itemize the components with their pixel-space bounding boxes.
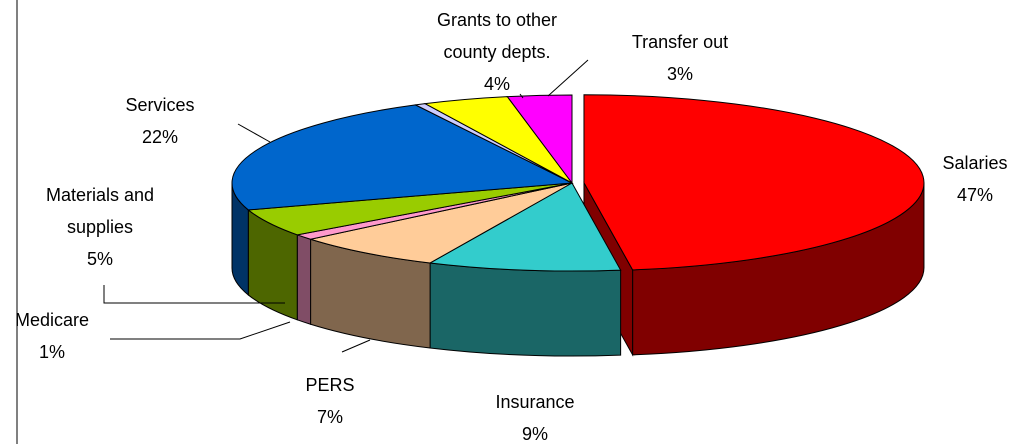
slice-label: Grants to other county depts. 4%: [415, 4, 580, 100]
slice-label: PERS 7%: [280, 369, 380, 433]
slice-percent: 22%: [141, 127, 179, 147]
slice-percent: 3%: [666, 64, 693, 84]
slice-label: Salaries 47%: [920, 147, 1030, 211]
slice-percent: 47%: [956, 185, 994, 205]
slice-percent: 9%: [521, 424, 548, 444]
leader-line: [519, 93, 524, 99]
slice: [231, 104, 574, 211]
slice-name: PERS: [305, 375, 355, 395]
leader-line: [103, 285, 285, 304]
leader-line: [110, 321, 291, 340]
slice-name: Transfer out: [631, 32, 729, 52]
slice: [583, 94, 925, 271]
slice-name: Materials and supplies: [45, 185, 155, 237]
slice-label: Transfer out 3%: [615, 26, 745, 90]
slice-name: Insurance: [495, 392, 575, 412]
slice-label: Insurance 9%: [470, 386, 600, 444]
slice-name: Grants to other county depts.: [436, 10, 558, 62]
slice-side: [296, 234, 312, 325]
slice-percent: 5%: [86, 249, 113, 269]
slice-label: Materials and supplies 5%: [25, 179, 175, 275]
slice-percent: 7%: [316, 407, 343, 427]
slice-label: Medicare 1%: [0, 304, 107, 368]
slice-percent: 4%: [483, 74, 510, 94]
leader-line: [341, 339, 371, 353]
slice-label: Services 22%: [100, 89, 220, 153]
slice-side: [429, 262, 622, 357]
slice: [506, 94, 573, 185]
slice-name: Salaries: [942, 153, 1008, 173]
leader-line: [237, 123, 271, 143]
slice-name: Services: [125, 95, 195, 115]
slice-name: Medicare: [14, 310, 90, 330]
slice: [428, 182, 622, 272]
slice: [308, 182, 573, 264]
slice-percent: 1%: [38, 342, 65, 362]
leader-line: [547, 59, 589, 97]
